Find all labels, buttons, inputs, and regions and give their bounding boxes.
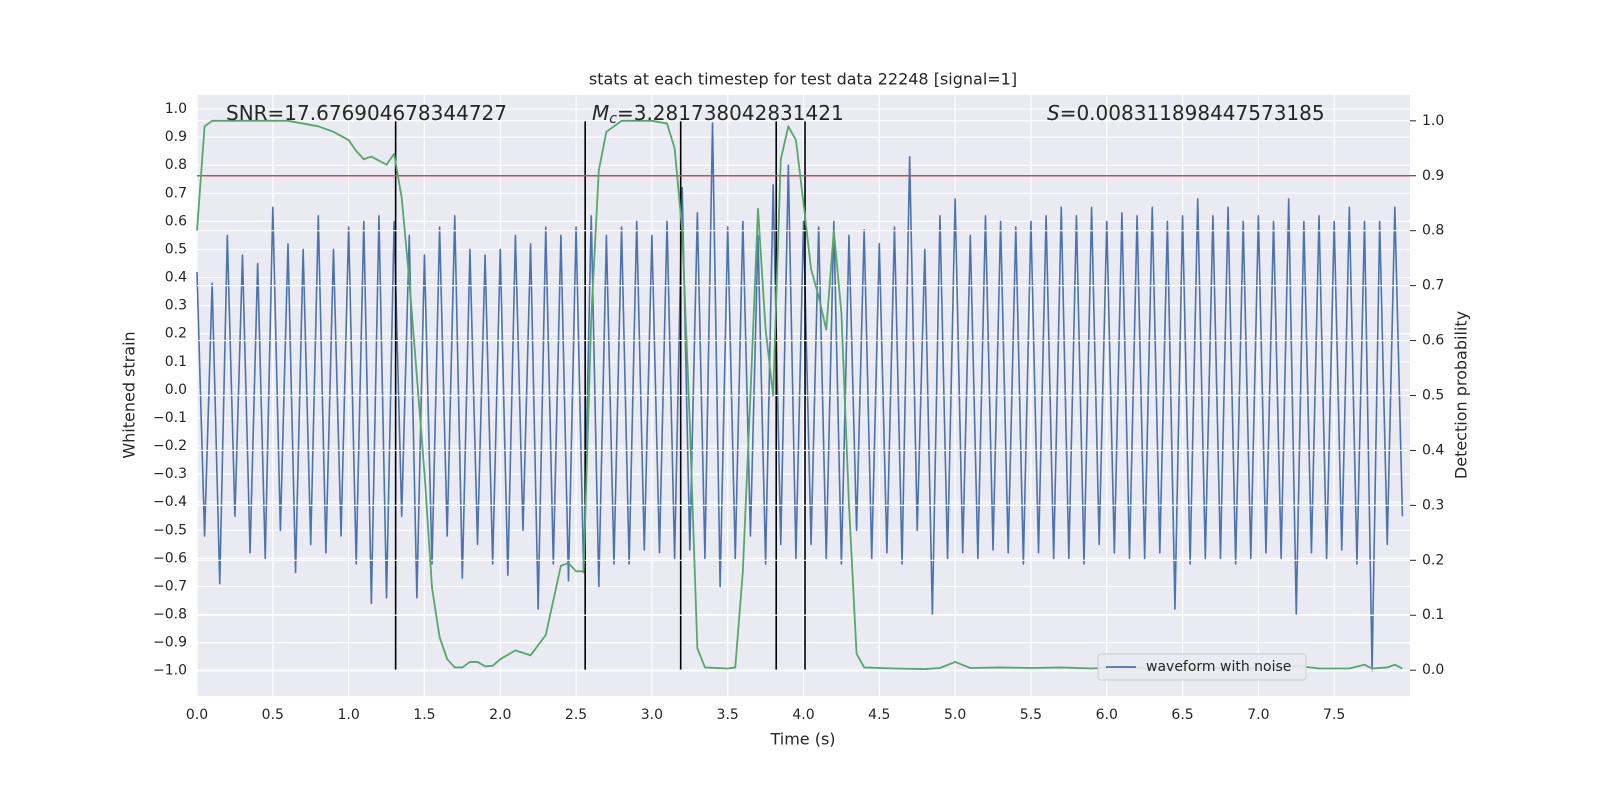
annotation: SNR=17.676904678344727 <box>226 101 507 125</box>
y-tick-label: 0.0 <box>165 382 187 398</box>
x-tick-label: 5.5 <box>1020 707 1042 723</box>
x-tick-label: 6.0 <box>1096 707 1118 723</box>
y-tick-label: 0.6 <box>165 213 187 229</box>
x-tick-label: 7.0 <box>1247 707 1269 723</box>
annotation-symbol: S <box>1047 101 1060 125</box>
x-tick-label: 7.5 <box>1323 707 1345 723</box>
y-tick-label: −0.1 <box>153 410 187 426</box>
y-tick-label: 0.2 <box>165 326 187 342</box>
x-tick-label: 4.5 <box>868 707 890 723</box>
waveform-line <box>196 122 1404 672</box>
y-tick-label: 1.0 <box>165 101 187 117</box>
x-tick-label: 5.0 <box>944 707 966 723</box>
y-tick-label: 0.7 <box>165 185 187 201</box>
annotation-subscript: c <box>609 111 617 127</box>
y-tick-label: −0.6 <box>153 550 187 566</box>
y-tick-label: 0.3 <box>165 298 187 314</box>
y2-tick-label: 1.0 <box>1422 113 1444 129</box>
y2-tick-label: 0.1 <box>1422 607 1444 623</box>
y-tick-label: −0.4 <box>153 494 187 510</box>
x-tick-label: 3.0 <box>641 707 663 723</box>
y-tick-label: −0.9 <box>153 635 187 651</box>
y2-tick-label: 0.4 <box>1422 442 1444 458</box>
y-tick-label: −0.5 <box>153 522 187 538</box>
x-tick-label: 2.0 <box>489 707 511 723</box>
y-tick-label: 0.4 <box>165 270 187 286</box>
x-tick-label: 1.0 <box>337 707 359 723</box>
y-tick-label: −0.8 <box>153 607 187 623</box>
y2-tick-label: 0.7 <box>1422 278 1444 294</box>
y2-tick-label: 0.9 <box>1422 168 1444 184</box>
x-tick-label: 1.5 <box>413 707 435 723</box>
x-tick-label: 0.0 <box>186 707 208 723</box>
y-tick-label: 0.9 <box>165 129 187 145</box>
chart-title: stats at each timestep for test data 222… <box>589 70 1017 89</box>
annotation: Mc=3.281738042831421 <box>592 101 844 128</box>
y-tick-label: −0.3 <box>153 466 187 482</box>
y2-tick-label: 0.0 <box>1422 662 1444 678</box>
y-tick-label: −1.0 <box>153 663 187 679</box>
y-tick-label: 0.1 <box>165 354 187 370</box>
y-tick-label: 0.8 <box>165 157 187 173</box>
y-tick-label: 0.5 <box>165 241 187 257</box>
legend-label: waveform with noise <box>1146 659 1291 675</box>
y2-tick-label: 0.6 <box>1422 333 1444 349</box>
y-tick-label: −0.7 <box>153 578 187 594</box>
annotation-text: SNR=17.676904678344727 <box>226 101 507 125</box>
probability-line <box>196 119 1403 670</box>
x-tick-label: 4.0 <box>792 707 814 723</box>
x-tick-label: 0.5 <box>262 707 284 723</box>
y2-tick-label: 0.3 <box>1422 497 1444 513</box>
x-tick-label: 3.5 <box>717 707 739 723</box>
y2-tick-label: 0.5 <box>1422 388 1444 404</box>
x-tick-label: 2.5 <box>565 707 587 723</box>
y-axis-label: Whitened strain <box>120 331 139 458</box>
annotation-symbol: M <box>592 101 609 125</box>
y2-axis-label: Detection probability <box>1452 311 1471 479</box>
y-tick-label: −0.2 <box>153 438 187 454</box>
annotation: S=0.008311898447573185 <box>1047 101 1325 125</box>
annotation-text: =3.281738042831421 <box>617 101 844 125</box>
x-axis-label: Time (s) <box>769 730 835 749</box>
legend-box <box>1097 653 1307 681</box>
y2-tick-label: 0.8 <box>1422 223 1444 239</box>
x-tick-label: 6.5 <box>1171 707 1193 723</box>
y2-tick-label: 0.2 <box>1422 552 1444 568</box>
annotation-text: =0.008311898447573185 <box>1060 101 1325 125</box>
